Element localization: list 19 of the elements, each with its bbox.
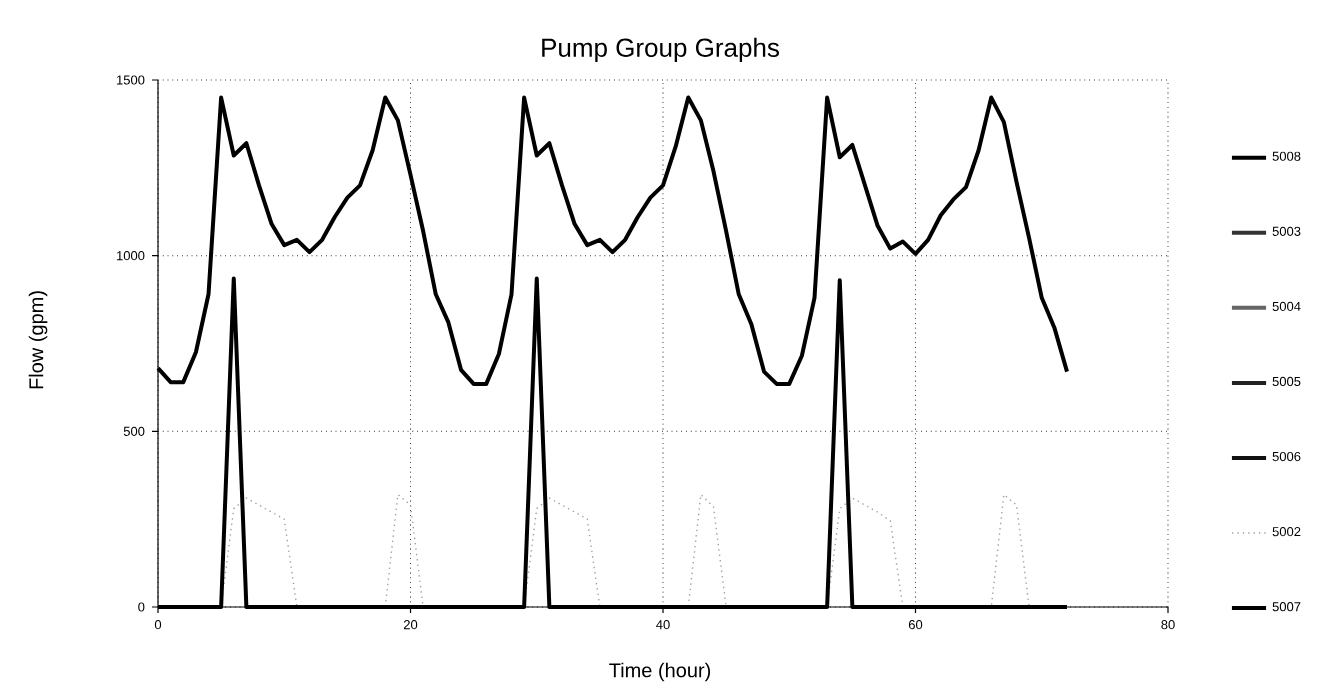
x-tick-label: 0 <box>154 620 162 630</box>
y-tick-label: 500 <box>123 426 145 436</box>
legend-label: 5007 <box>1272 602 1301 612</box>
y-tick-label: 0 <box>138 602 145 612</box>
legend-label: 5004 <box>1272 301 1301 311</box>
legend-label: 5002 <box>1272 527 1301 537</box>
legend-label: 5005 <box>1272 376 1301 387</box>
x-tick-label: 40 <box>656 620 670 630</box>
legend-label: 5006 <box>1272 451 1301 462</box>
legend-label: 5008 <box>1272 151 1301 161</box>
y-tick-label: 1500 <box>117 75 145 85</box>
x-tick-label: 80 <box>1161 620 1175 630</box>
chart-title: Pump Group Graphs <box>542 37 779 63</box>
x-axis-title: Time (hour) <box>609 662 711 682</box>
legend-label: 5003 <box>1272 226 1301 236</box>
x-tick-label: 60 <box>908 620 923 630</box>
y-tick-label: 1000 <box>117 251 145 261</box>
x-tick-label: 20 <box>403 620 418 630</box>
y-axis-title: Flow (gpm) <box>28 291 48 389</box>
